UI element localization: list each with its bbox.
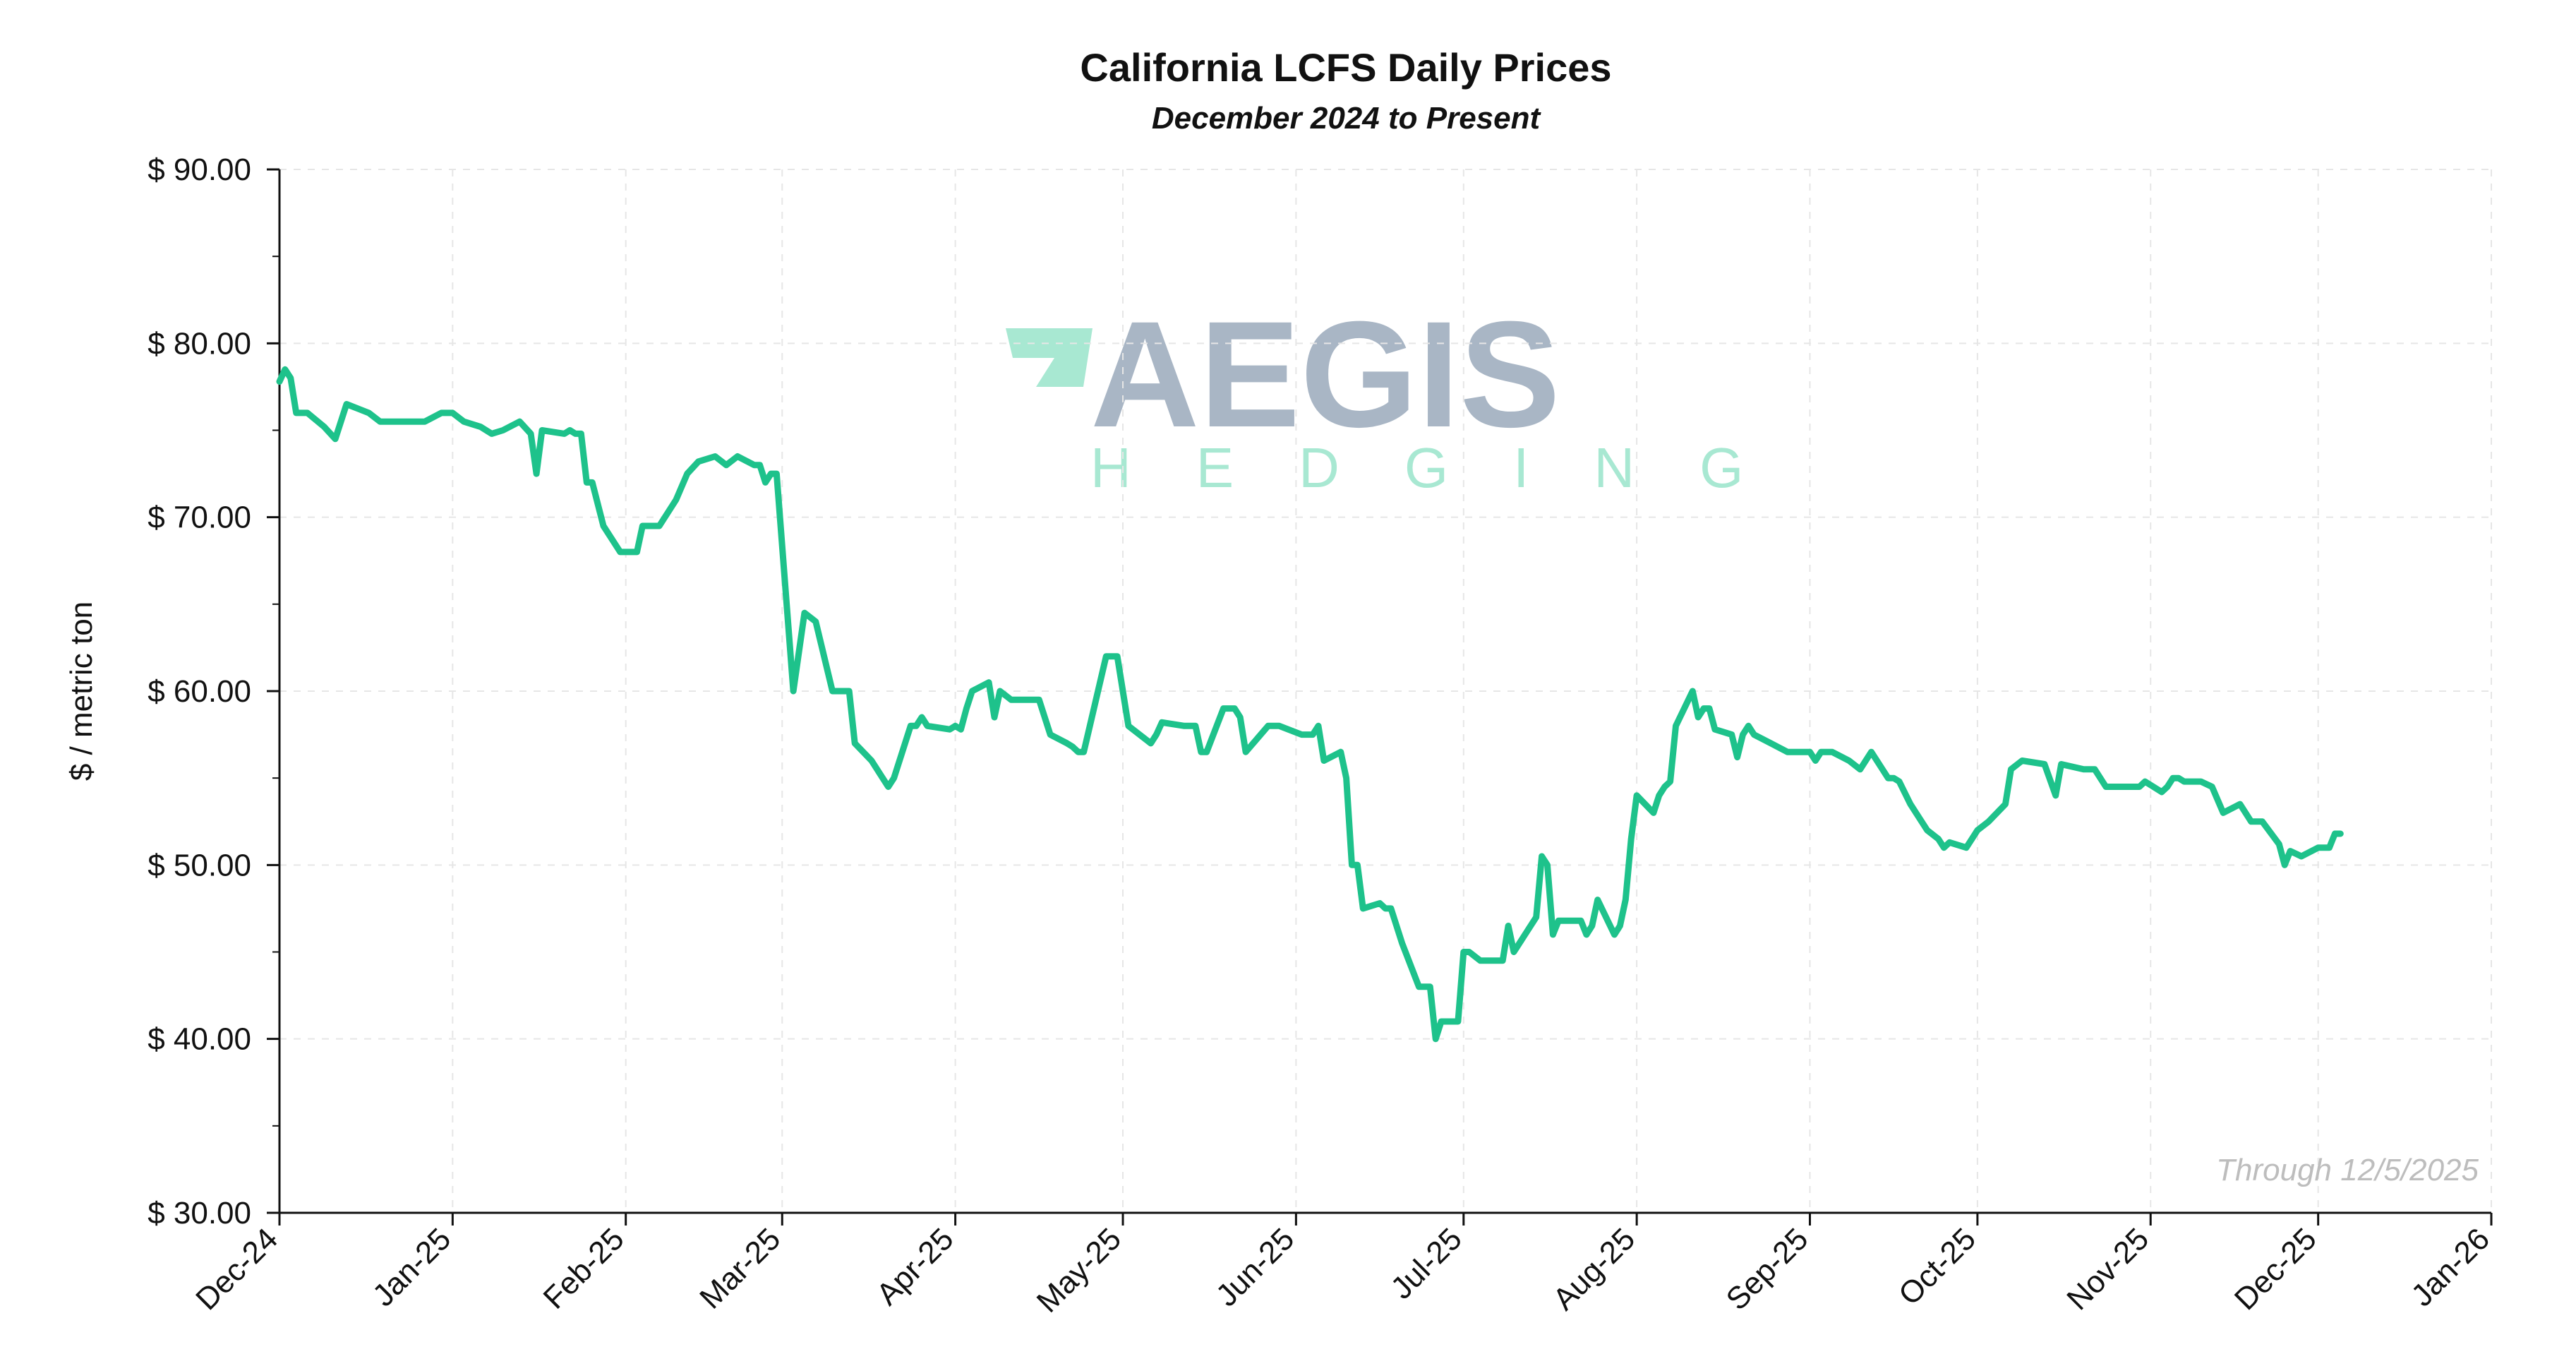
x-ticks: Dec-24 Jan-25 Feb-25 Mar-25 Apr-25 May-25 Jun-…: [189, 1213, 2496, 1319]
y-tick-label: $ 50.00: [148, 848, 251, 882]
x-tick-label: May-25: [1030, 1221, 1128, 1319]
logo-mark-icon: [1006, 328, 1093, 387]
x-tick-label: Jan-25: [366, 1221, 458, 1313]
x-tick-label: Sep-25: [1720, 1221, 1815, 1317]
chart-subtitle: December 2024 to Present: [1152, 101, 1542, 136]
x-tick-label: Dec-24: [189, 1221, 284, 1317]
through-date-annotation: Through 12/5/2025: [2216, 1153, 2479, 1187]
y-tick-label: $ 80.00: [148, 326, 251, 361]
x-tick-label: Dec-25: [2228, 1221, 2323, 1317]
x-tick-label: Mar-25: [693, 1221, 787, 1315]
x-tick-label: Jun-25: [1210, 1221, 1301, 1313]
y-ticks: $ 30.00 $ 40.00 $ 50.00 $ 60.00 $ 70.00 $ 80.…: [148, 152, 279, 1230]
logo-subtitle: HEDGING: [1090, 436, 1808, 499]
y-axis-label: $ / metric ton: [64, 601, 99, 781]
grid: [279, 169, 2492, 1214]
y-tick-label: $ 70.00: [148, 501, 251, 535]
x-tick-label: Apr-25: [870, 1221, 961, 1312]
x-tick-label: Jan-26: [2405, 1221, 2496, 1313]
y-tick-label: $ 90.00: [148, 152, 251, 187]
x-tick-label: Feb-25: [537, 1221, 631, 1315]
y-tick-label: $ 40.00: [148, 1022, 251, 1057]
logo-watermark: AEGIS HEDGING: [1006, 290, 1808, 499]
x-tick-label: Aug-25: [1546, 1221, 1642, 1317]
series-line: [276, 366, 2344, 1043]
x-tick-label: Nov-25: [2060, 1221, 2155, 1317]
y-tick-label: $ 30.00: [148, 1196, 251, 1230]
x-tick-label: Jul-25: [1384, 1221, 1468, 1305]
logo-name: AEGIS: [1090, 290, 1560, 459]
chart-title: California LCFS Daily Prices: [1080, 45, 1611, 90]
x-tick-label: Oct-25: [1892, 1221, 1982, 1312]
y-tick-label: $ 60.00: [148, 674, 251, 709]
